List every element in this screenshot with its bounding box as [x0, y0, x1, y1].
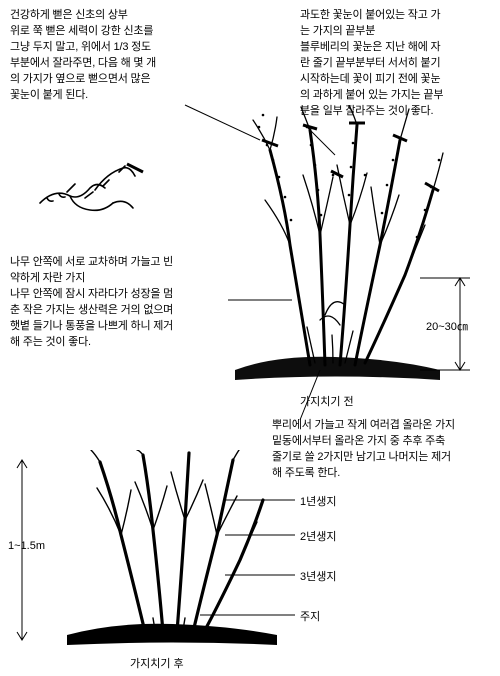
label-3yr-branch: 3년생지 — [300, 568, 336, 584]
bush-after-pruning — [55, 450, 290, 660]
height-label-20-30cm: 20~30㎝ — [426, 318, 468, 334]
height-label-1-1.5m: 1~1.5m — [0, 540, 45, 552]
label-1yr-branch: 1년생지 — [300, 493, 336, 509]
bush-before-pruning — [215, 105, 460, 395]
caption-after-pruning: 가지치기 후 — [130, 655, 184, 671]
caption-before-pruning: 가지치기 전 — [300, 393, 354, 409]
label-2yr-branch: 2년생지 — [300, 528, 336, 544]
annotation-mid-right: 뿌리에서 가늘고 작게 여러겹 올라온 가지밑동에서부터 올라온 가지 중 추후… — [272, 418, 494, 482]
label-main-branch: 주지 — [300, 608, 320, 624]
